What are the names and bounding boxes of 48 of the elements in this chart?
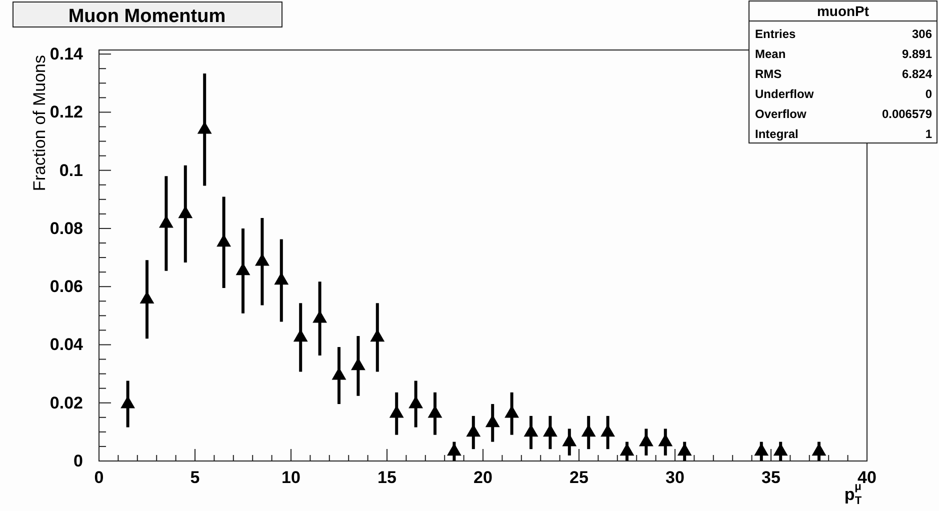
text: 0 (925, 87, 932, 101)
chart-title: Muon Momentum (68, 6, 226, 27)
point (178, 206, 193, 218)
y-tick-label: 0.06 (50, 277, 83, 296)
x-tick-label: 15 (378, 468, 396, 488)
point (485, 414, 500, 428)
point (370, 329, 385, 342)
x-tick-label: 20 (474, 468, 492, 488)
point (350, 358, 366, 370)
point (389, 405, 404, 418)
text: muonPt (816, 3, 870, 19)
annotation: Overflow (755, 107, 808, 121)
x-tick-label: 5 (190, 468, 200, 488)
x-tick-label: 30 (666, 468, 684, 488)
x-tick-label: 25 (570, 468, 588, 488)
point (754, 443, 769, 456)
y-tick-label: 0.04 (50, 335, 84, 354)
annotation: Underflow (755, 87, 814, 101)
text: 0.006579 (882, 107, 932, 121)
point (562, 434, 577, 446)
point (542, 424, 558, 437)
point (466, 424, 481, 437)
point (581, 424, 596, 437)
point (773, 443, 788, 456)
y-tick-label: 0.14 (50, 44, 84, 64)
point (293, 329, 308, 342)
y-axis-title: Fraction of Muons (30, 55, 49, 192)
x-tick-label: 0 (94, 468, 104, 488)
y-tick-label: 0 (74, 451, 83, 470)
point (677, 443, 692, 456)
annotation: Mean (755, 47, 786, 61)
text: Entries (755, 27, 796, 41)
y-tick-label: 0.02 (50, 393, 83, 412)
point (658, 434, 673, 446)
y-tick-label: 0.1 (59, 160, 83, 180)
y-tick-label: 0.12 (50, 102, 83, 122)
text: 1 (925, 127, 932, 141)
point (274, 272, 289, 285)
x-tick-label: 35 (762, 468, 780, 488)
annotation: Integral (755, 127, 798, 141)
annotation: RMS (755, 67, 782, 81)
y-tick-label: 0.08 (50, 218, 83, 238)
text: 6.824 (902, 67, 932, 81)
text: 306 (912, 27, 932, 41)
x-tick-label: 10 (282, 468, 300, 488)
point (446, 443, 462, 456)
text: 9.891 (902, 47, 932, 61)
point (216, 234, 232, 247)
